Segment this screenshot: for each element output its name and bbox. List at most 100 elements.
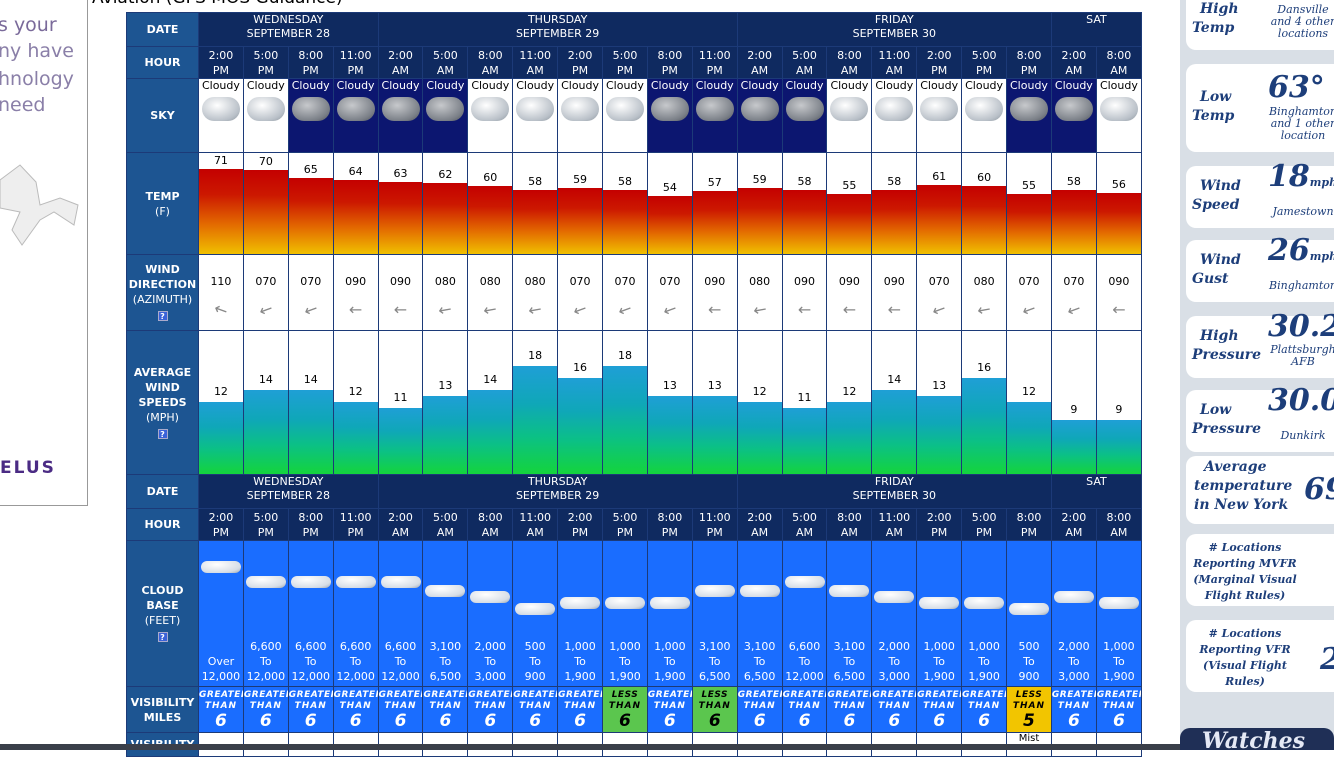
sky-text: Cloudy (1099, 79, 1138, 93)
temp-cell: 59 (736, 152, 783, 255)
visibility-than: THAN (204, 700, 238, 711)
temp-bar (513, 190, 557, 254)
hour-ampm: AM (526, 63, 544, 77)
temp-value: 65 (303, 163, 318, 176)
cloud-base-text: 6,500 (743, 670, 776, 683)
watches-tab[interactable]: Watches (1180, 728, 1334, 750)
temp-bar (1052, 190, 1096, 254)
ad-line: hnology (0, 68, 74, 90)
wind-speed-bar (1097, 420, 1141, 474)
wind-speed-value: 9 (1070, 403, 1078, 416)
cloud-base-text: 6,600 (384, 640, 417, 653)
temp-bar (917, 185, 961, 254)
wind-speed-cell: 11 (377, 330, 424, 475)
summary-card-location: location (1280, 129, 1326, 142)
row-label: HOUR (126, 46, 199, 79)
sky-text: Cloudy (695, 79, 734, 93)
summary-card-key: Low (1200, 89, 1232, 105)
visibility-value: 6 (753, 710, 766, 731)
wind-direction-cell: 090 ← (781, 254, 828, 331)
sky-cell: Cloudy (961, 78, 1008, 153)
visibility-qualifier: GREATER (872, 689, 917, 700)
cloud-base-text: To (439, 655, 452, 668)
hour-row: HOUR 2:00 PM 5:00 PM 8:00 PM 11:00 PM 2:00 AM 5:00 A… (126, 46, 1143, 79)
state-summary-sidebar: High Temp Dansville and 4 other locations Low… (1180, 0, 1334, 750)
cloud-base-text: 6,500 (429, 670, 462, 683)
wind-direction-cell: 080 ← (422, 254, 469, 331)
visibility-qualifier: GREATER (962, 689, 1007, 700)
ad-line: ny have (0, 40, 74, 62)
wind-arrow-icon: ← (660, 298, 680, 321)
summary-card-value: 26mph (1268, 233, 1334, 268)
visibility-cell: GREATER THAN 6 (1095, 686, 1143, 733)
hour-ampm: PM (257, 525, 274, 539)
cloud-base-text: 2,000 (474, 640, 507, 653)
summary-card[interactable]: # Locations Reporting VFR (Visual Flight Ru… (1186, 620, 1334, 692)
cloud-base-text: To (349, 655, 362, 668)
cloud-icon (695, 97, 734, 121)
cloud-base-text: 1,900 (923, 670, 955, 683)
temp-value: 63 (393, 167, 408, 180)
cloud-base-text: To (708, 655, 721, 668)
visibility-value: 6 (663, 710, 676, 731)
hour-cell: 11:00 AM (512, 46, 559, 79)
hour-time: 2:00 (1061, 48, 1087, 62)
temp-bar (827, 194, 871, 254)
summary-card[interactable]: Low Temp 63° Binghamton and 1 other location (1186, 64, 1334, 152)
wind-direction-value: 070 (300, 275, 322, 288)
date-row: DATE WEDNESDAY SEPTEMBER 28 THURSDAY SEPTEMB… (126, 12, 1143, 47)
hour-time: 2:00 (747, 48, 772, 62)
visibility-than: THAN (339, 700, 372, 711)
summary-card[interactable]: Average temperature in New York 69 (1186, 456, 1334, 524)
summary-card[interactable]: Wind Speed 18mph Jamestown (1186, 159, 1334, 228)
cloud-base-text: 3,000 (1058, 670, 1090, 683)
cloud-base-text: To (843, 655, 856, 668)
summary-card[interactable]: Wind Gust 26mph Binghamton (1186, 233, 1334, 302)
help-icon[interactable]: ? (157, 428, 168, 439)
wind-arrow-icon: ← (975, 298, 993, 321)
hour-ampm: PM (572, 525, 589, 539)
cloud-base-cell: 6,600 To 12,000 (332, 540, 379, 687)
visibility-qualifier: GREATER (827, 689, 872, 700)
visibility-than: THAN (833, 700, 866, 711)
sky-text: Cloudy (336, 79, 375, 93)
wind-direction-value: 070 (1063, 275, 1085, 288)
summary-card-location: Dansville (1277, 3, 1329, 16)
summary-card[interactable]: High Pressure 30.22PlattsburghAFB (1186, 309, 1334, 378)
row-label-text: TEMP (145, 189, 180, 203)
visibility-cell: GREATER THAN 6 (781, 686, 828, 733)
visibility-cell: GREATER THAN 6 (377, 686, 424, 733)
hour-ampm: AM (1110, 63, 1128, 77)
visibility-than: THAN (384, 700, 417, 711)
temp-bar (648, 196, 692, 254)
summary-card[interactable]: High Temp Dansville and 4 other locations (1186, 0, 1334, 50)
advertisement[interactable]: s your ny have hnology need ELUS (0, 0, 88, 506)
cloud-base-text: 1,000 (564, 640, 596, 653)
hour-cell: 8:00 PM (646, 508, 693, 541)
visibility-cell: GREATER THAN 6 (916, 686, 963, 733)
hour-ampm: PM (706, 525, 723, 539)
help-icon[interactable]: ? (157, 311, 168, 321)
hour-cell: 8:00 AM (1095, 46, 1143, 79)
visibility-qualifier: GREATER (468, 689, 513, 700)
wind-speed-bar (648, 396, 692, 474)
day-header: WEDNESDAY SEPTEMBER 28 (198, 474, 379, 509)
hour-time: 5:00 (971, 48, 997, 62)
sky-text: Cloudy (830, 79, 869, 93)
summary-card[interactable]: Low Pressure 30.00 Dunkirk (1186, 383, 1334, 452)
wind-arrow-icon: ← (1064, 298, 1084, 321)
summary-card-location: Dunkirk (1280, 429, 1326, 442)
help-icon[interactable]: ? (157, 632, 168, 642)
temp-cell: 55 (1006, 152, 1052, 255)
hour-ampm: AM (840, 63, 858, 77)
summary-card[interactable]: # Locations Reporting MVFR (Marginal Visua… (1186, 534, 1334, 606)
hour-cell: 2:00 AM (377, 46, 424, 79)
wind-speed-cell: 12 (332, 330, 379, 475)
visibility-than: THAN (1057, 700, 1090, 711)
hour-time: 2:00 (388, 48, 413, 62)
cloud-base-cell: 6,600 To 12,000 (377, 540, 424, 687)
wind-speed-value: 14 (303, 373, 318, 386)
wind-arrow-icon: ← (797, 300, 812, 319)
wind-speed-cell: 12 (826, 330, 873, 475)
hour-time: 5:00 (253, 48, 279, 62)
